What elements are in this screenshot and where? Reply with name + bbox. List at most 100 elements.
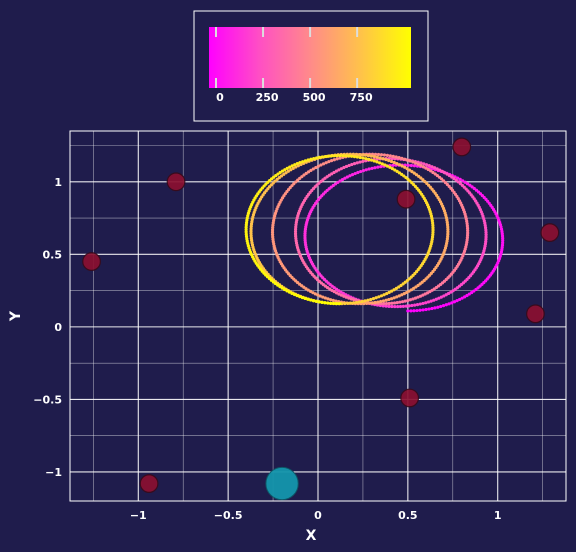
trajectory-point (361, 159, 365, 164)
trajectory-point (349, 154, 354, 158)
trajectory-point (319, 163, 323, 167)
trajectory-point (407, 304, 411, 308)
trajectory-point (293, 163, 297, 167)
trajectory-point (452, 177, 456, 181)
trajectory-point (432, 166, 437, 170)
trajectory-point (385, 153, 390, 158)
trajectory-point (465, 233, 470, 237)
trajectory-point (303, 296, 307, 301)
trajectory-point (292, 292, 297, 297)
trajectory-point (294, 225, 298, 229)
obstacle (400, 388, 420, 408)
agent-marker (265, 466, 299, 501)
trajectory-point (419, 161, 423, 165)
trajectory-point (389, 159, 394, 164)
trajectory-point (309, 298, 313, 302)
x-tick-label: −0.5 (214, 509, 243, 522)
trajectory-point (303, 159, 308, 163)
obstacles (82, 137, 560, 493)
trajectory-point (326, 297, 330, 301)
trajectory-point (431, 170, 435, 175)
trajectory-point (418, 294, 423, 298)
trajectory-point (381, 157, 385, 161)
trajectory-point (332, 170, 336, 175)
trajectory-point (337, 302, 342, 306)
trajectory-point (244, 232, 248, 236)
trajectory-point (501, 241, 505, 245)
trajectory-point (323, 301, 327, 305)
trajectory-point (370, 166, 374, 170)
trajectory-point (338, 156, 342, 160)
trajectory-point (244, 220, 249, 225)
trajectory-point (280, 169, 285, 173)
trajectory-point (410, 169, 414, 174)
trajectory-point (465, 224, 469, 228)
trajectory-point (321, 295, 325, 299)
trajectory-point (288, 165, 292, 169)
trajectory-point (460, 296, 464, 300)
colorbar-gradient (209, 27, 411, 88)
trajectory-point (341, 154, 345, 158)
trajectory-point (392, 296, 396, 300)
trajectory-point (461, 179, 465, 183)
trajectory-point (357, 152, 362, 157)
trajectory-point (382, 302, 386, 306)
trajectory-point (384, 301, 389, 306)
trajectory-point (394, 286, 399, 290)
trajectory-point (369, 158, 374, 162)
trajectory-point (465, 226, 470, 230)
trajectory-point (465, 182, 470, 186)
trajectory-point (447, 173, 452, 178)
trajectory-point (294, 234, 298, 238)
trajectory-point (280, 286, 284, 290)
trajectory-point (445, 223, 450, 227)
trajectory-point (317, 155, 322, 160)
y-tick-label: 0.5 (43, 248, 63, 261)
trajectory-point (444, 303, 448, 307)
trajectory-point (340, 302, 344, 306)
trajectory-point (463, 295, 467, 299)
trajectory-point (415, 303, 420, 307)
trajectory-point (403, 299, 407, 303)
trajectory-point (378, 156, 382, 160)
colorbar: 0 250 500 750 (193, 10, 429, 122)
trajectory-point (416, 162, 420, 166)
trajectory-point (409, 163, 413, 168)
trajectory-point (393, 168, 397, 172)
trajectory-point (250, 220, 254, 224)
trajectory-point (311, 291, 315, 295)
trajectory-point (372, 155, 376, 159)
trajectory-point (276, 283, 280, 287)
trajectory-point (379, 299, 383, 304)
trajectory-point (414, 161, 418, 165)
trajectory-point (298, 161, 302, 165)
trajectory-point (421, 165, 425, 169)
trajectory-point (400, 293, 404, 297)
trajectory-point (372, 159, 376, 163)
colorbar-tick-label: 750 (350, 91, 373, 104)
trajectory-point (433, 306, 437, 310)
trajectory-point (334, 291, 339, 295)
trajectory-point (352, 162, 357, 166)
trajectory-point (395, 169, 399, 173)
trajectory-point (431, 228, 435, 232)
trajectory-point (404, 304, 408, 308)
trajectory-point (270, 228, 275, 232)
trajectory-point (458, 297, 462, 302)
trajectory-point (380, 162, 384, 166)
trajectory-point (335, 302, 339, 306)
trajectory-point (373, 300, 377, 305)
trajectory-point (364, 168, 368, 172)
trajectory-point (424, 166, 428, 170)
trajectory-point (327, 160, 331, 164)
trajectory-point (392, 301, 397, 305)
obstacle (139, 474, 159, 493)
trajectory-point (334, 299, 338, 303)
y-tick-label: −0.5 (33, 393, 62, 406)
trajectory-point (375, 155, 379, 159)
trajectory-point (463, 180, 467, 184)
trajectory-point (446, 232, 450, 236)
trajectory-point (472, 186, 476, 191)
trajectory-point (326, 154, 330, 158)
trajectory-point (303, 231, 307, 236)
